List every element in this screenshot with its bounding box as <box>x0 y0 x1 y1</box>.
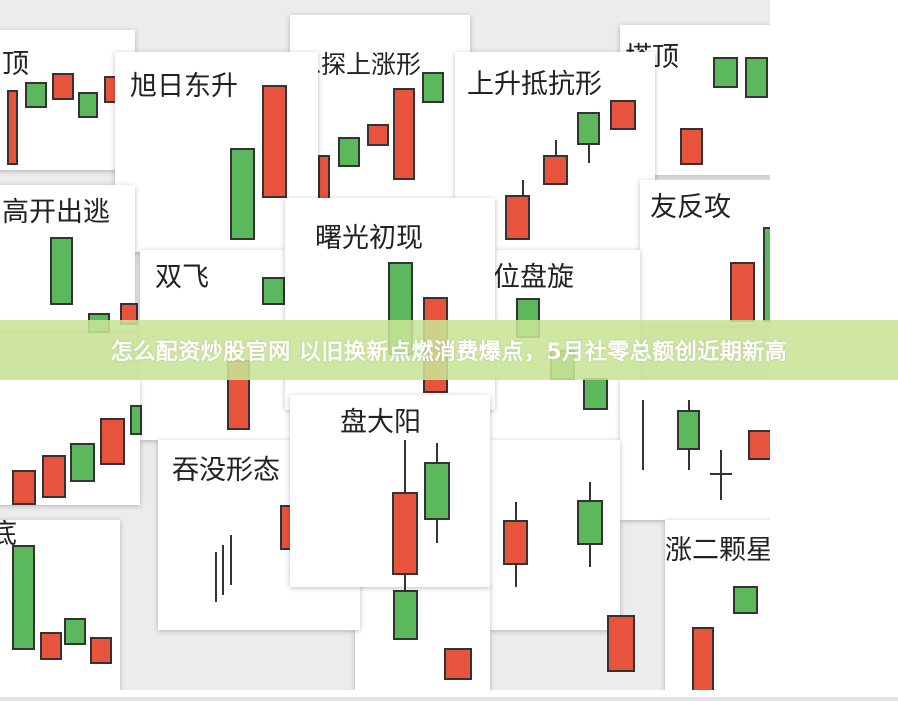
pattern-card: 二探上涨形 <box>290 15 470 215</box>
candle <box>262 85 287 198</box>
candle <box>52 73 74 100</box>
pattern-card <box>490 440 620 630</box>
candle <box>730 262 755 322</box>
candle <box>393 88 415 180</box>
candle <box>577 500 603 545</box>
candle <box>677 410 700 450</box>
candle <box>680 128 703 165</box>
candle <box>393 590 418 640</box>
candle-wick <box>522 180 524 195</box>
pattern-card: 涨二颗星 <box>665 520 770 690</box>
card-title: 涨二颗星 <box>665 535 770 566</box>
candle-wick <box>588 145 590 163</box>
candle <box>367 124 389 146</box>
card-title: 盘大阳 <box>340 407 421 438</box>
candle <box>692 627 714 690</box>
doji-candle <box>710 473 732 475</box>
candle <box>64 618 86 645</box>
card-title: 双飞 <box>155 262 209 293</box>
candle-wick <box>222 545 224 595</box>
candle-wick <box>720 450 722 500</box>
candle <box>763 227 770 322</box>
candle-wick <box>642 400 644 470</box>
candle <box>100 418 125 465</box>
card-title: 上升抵抗形 <box>467 69 602 100</box>
candle <box>262 277 285 305</box>
card-title: 底 <box>0 519 17 550</box>
candle <box>583 378 608 410</box>
divider <box>0 697 898 701</box>
candle <box>25 82 47 108</box>
candle <box>505 195 530 240</box>
candle <box>40 632 62 660</box>
candle <box>230 148 255 240</box>
candle <box>733 586 758 614</box>
candle-wick <box>215 552 217 602</box>
candle <box>745 57 768 98</box>
candle <box>610 100 636 130</box>
headline-text[interactable]: 怎么配资炒股官网 以旧换新点燃消费爆点，5月社零总额创近期新高 <box>110 340 788 365</box>
candle <box>90 637 112 664</box>
candle <box>42 455 66 498</box>
card-title: 顶 <box>2 49 29 80</box>
candle <box>392 492 418 575</box>
candle <box>577 112 600 145</box>
headline-banner[interactable]: 怎么配资炒股官网 以旧换新点燃消费爆点，5月社零总额创近期新高 <box>0 320 898 380</box>
pattern-card: 顶 <box>0 30 135 170</box>
candle <box>607 615 635 672</box>
pattern-card: 盘大阳 <box>290 395 490 590</box>
candle <box>422 72 444 103</box>
candle <box>130 405 142 435</box>
pattern-card <box>620 380 770 520</box>
candle-wick <box>555 140 557 155</box>
pattern-card: 旭日东升 <box>115 52 318 252</box>
candle <box>70 443 95 482</box>
candle <box>7 90 18 165</box>
card-title: 吞没形态 <box>172 455 280 486</box>
candle <box>748 430 770 460</box>
candle <box>12 545 35 650</box>
card-title: 高开出逃 <box>2 197 110 228</box>
candle <box>444 648 472 680</box>
candle-wick <box>230 535 232 585</box>
card-title: 旭日东升 <box>130 71 238 102</box>
pattern-card: 高开出逃 <box>0 185 138 333</box>
pattern-card <box>0 380 142 505</box>
candle <box>78 92 98 118</box>
candle <box>424 462 450 520</box>
candle <box>50 237 73 305</box>
pattern-card <box>355 585 490 690</box>
card-title: 曙光初现 <box>315 223 423 254</box>
card-title: 友反攻 <box>650 192 731 223</box>
candle <box>12 470 36 505</box>
candle <box>543 155 568 185</box>
candle <box>503 520 528 565</box>
candle <box>318 155 330 200</box>
card-title: 位盘旋 <box>493 262 574 293</box>
candle <box>338 137 360 167</box>
pattern-card: 友反攻 <box>640 180 770 325</box>
candle <box>713 57 738 88</box>
pattern-card: 底 <box>0 519 120 690</box>
